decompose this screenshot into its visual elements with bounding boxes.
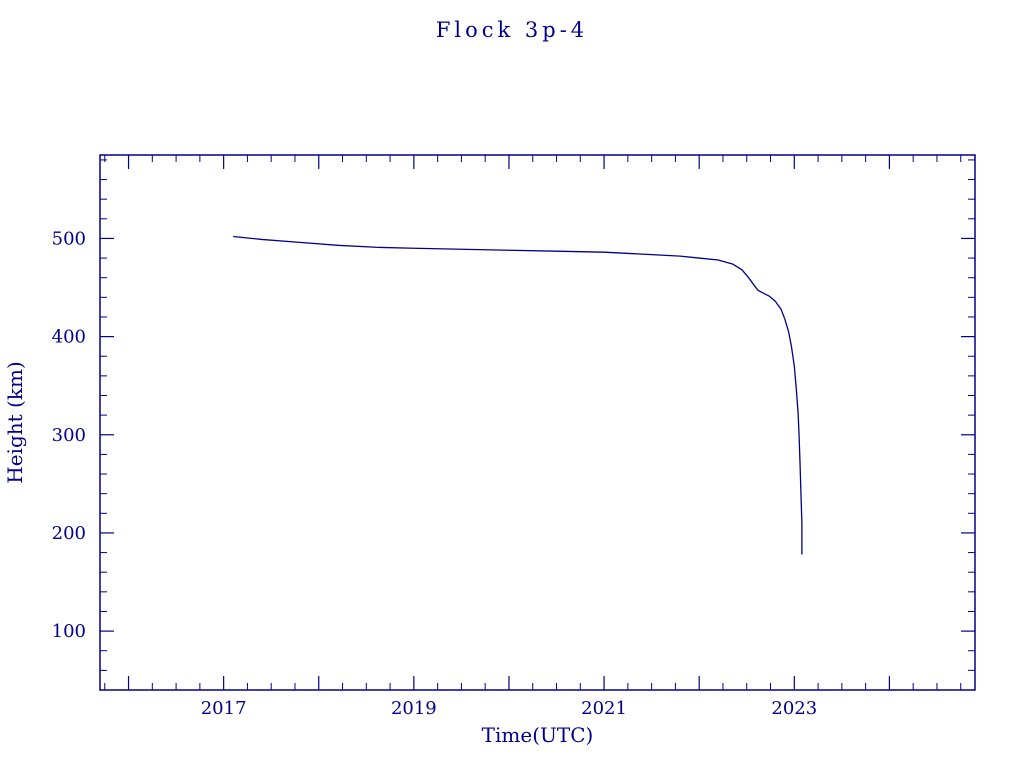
y-tick-label: 300 xyxy=(52,425,86,446)
x-tick-label: 2019 xyxy=(391,698,437,719)
height-decay-line xyxy=(233,235,803,555)
x-tick-label: 2023 xyxy=(771,698,817,719)
y-tick-label: 200 xyxy=(52,523,86,544)
y-tick-label: 400 xyxy=(52,327,86,348)
x-tick-label: 2017 xyxy=(201,698,247,719)
y-axis-label: Height (km) xyxy=(3,361,27,483)
x-tick-label: 2021 xyxy=(581,698,627,719)
x-axis-label: Time(UTC) xyxy=(482,723,594,747)
y-tick-label: 500 xyxy=(52,228,86,249)
chart-title: Flock 3p-4 xyxy=(435,18,589,42)
axes-frame xyxy=(99,154,976,691)
y-tick-label: 100 xyxy=(52,621,86,642)
